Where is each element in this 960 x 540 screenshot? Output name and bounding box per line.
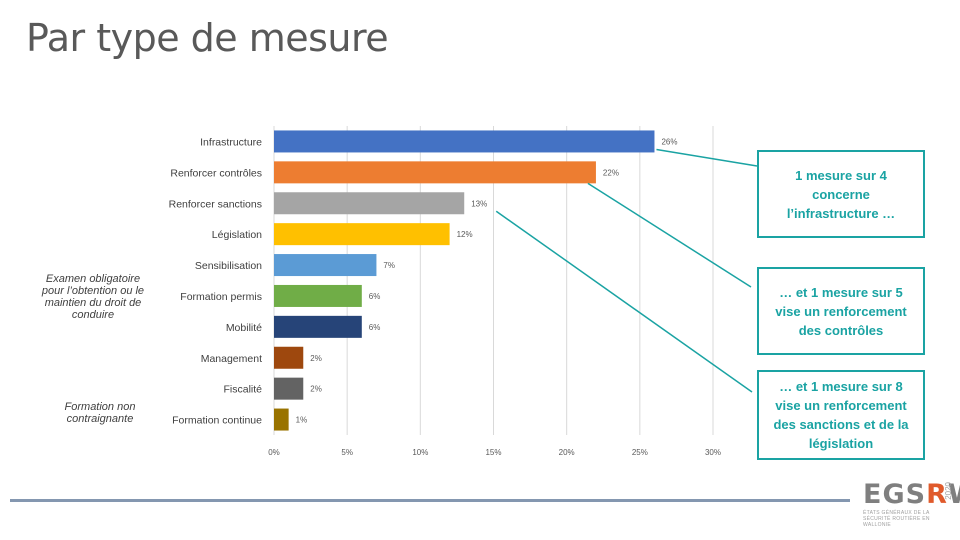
footer-divider [10, 499, 850, 502]
data-label: 2% [310, 354, 322, 363]
x-tick-label: 25% [632, 448, 648, 457]
x-tick-label: 20% [559, 448, 575, 457]
category-label: Formation permis [180, 291, 262, 303]
note-training: Formation non contraignante [64, 401, 136, 425]
egsrw-logo: EGSRW [863, 479, 960, 510]
x-tick-label: 0% [268, 448, 280, 457]
bar [274, 223, 450, 246]
x-tick-label: 30% [705, 448, 721, 457]
category-label: Management [201, 353, 262, 365]
data-label: 22% [603, 168, 619, 177]
callout-infrastructure: 1 mesure sur 4 concerne l’infrastructure… [757, 150, 925, 238]
data-label: 13% [471, 199, 487, 208]
category-label: Sensibilisation [195, 260, 262, 272]
callout-line [587, 182, 752, 288]
bar [274, 284, 362, 307]
bar [274, 254, 377, 277]
bar [274, 408, 289, 431]
bar [274, 377, 304, 400]
logo-subtitle: ÉTATS GÉNÉRAUX DE LA SÉCURITÉ ROUTIÈRE E… [863, 510, 930, 528]
callout-line [495, 210, 753, 393]
data-label: 2% [310, 385, 322, 394]
bar [274, 315, 362, 338]
data-label: 26% [661, 137, 677, 146]
data-label: 6% [369, 323, 381, 332]
x-tick-label: 10% [412, 448, 428, 457]
bar [274, 192, 465, 215]
bar [274, 346, 304, 369]
logo-year: 2020 [944, 482, 953, 500]
data-label: 1% [296, 416, 308, 425]
x-tick-label: 5% [341, 448, 353, 457]
x-tick-label: 15% [485, 448, 501, 457]
category-label: Formation continue [172, 415, 262, 427]
data-label: 12% [457, 230, 473, 239]
callout-line [656, 148, 758, 167]
category-label: Renforcer sanctions [169, 198, 262, 210]
category-label: Mobilité [226, 322, 262, 334]
page-title: Par type de mesure [26, 16, 389, 60]
category-label: Fiscalité [223, 384, 262, 396]
note-exam: Examen obligatoire pour l’obtention ou l… [41, 273, 145, 321]
bar [274, 130, 655, 153]
callout-controls: … et 1 mesure sur 5 vise un renforcement… [757, 267, 925, 355]
category-label: Législation [212, 229, 262, 241]
category-label: Renforcer contrôles [170, 167, 262, 179]
data-label: 6% [369, 292, 381, 301]
category-label: Infrastructure [200, 136, 262, 148]
data-label: 7% [383, 261, 395, 270]
callout-sanctions: … et 1 mesure sur 8 vise un renforcement… [757, 370, 925, 460]
bar [274, 161, 596, 184]
